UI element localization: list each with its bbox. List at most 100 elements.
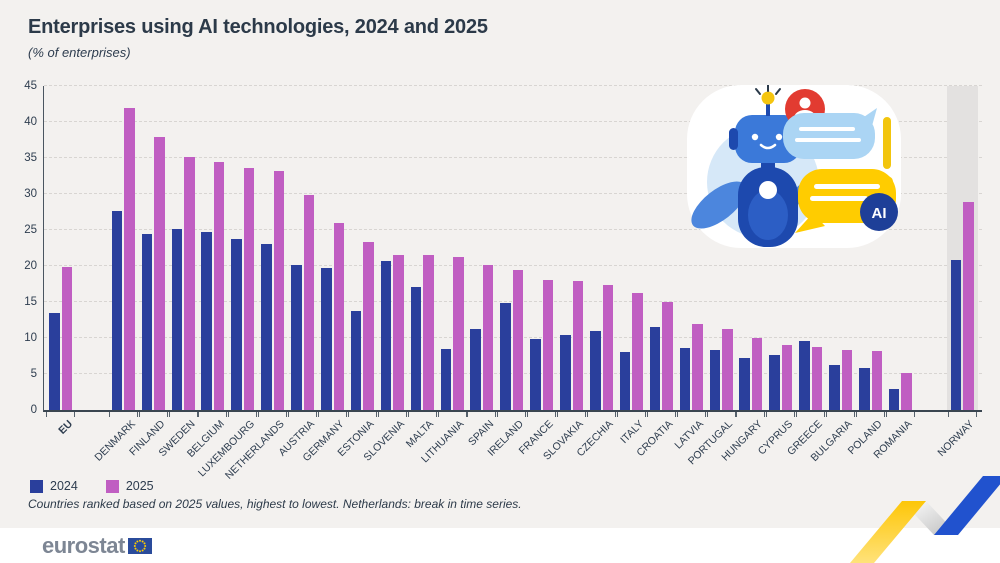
y-axis-tick-label-45: 45 [24, 79, 37, 92]
legend-item-2025: 2025 [105, 479, 154, 493]
x-axis-tick [407, 412, 409, 417]
bar-group-cyprus: CYPRUS [756, 86, 796, 457]
x-axis-tick [826, 412, 828, 417]
gridline-35 [44, 157, 982, 158]
x-axis-tick [585, 412, 587, 417]
x-axis-tick [286, 412, 288, 417]
y-axis-tick-label-5: 5 [30, 367, 37, 380]
plot-area: 0 5 10 15 20 25 30 35 40 45 EU DENMARK FINLAND SWEDEN… [24, 80, 982, 482]
bar-group-netherlands: NETHERLANDS [223, 86, 288, 482]
bar-2025-slovenia [393, 255, 404, 410]
bar-2024-finland [141, 234, 153, 410]
bar-2025-norway [963, 201, 974, 410]
x-axis-tick [796, 412, 798, 417]
bar-2025-romania [901, 373, 912, 410]
legend-label-2025: 2025 [125, 479, 154, 493]
bar-group-croatia: CROATIA [635, 86, 676, 459]
bar-2025-slovakia [572, 281, 584, 410]
x-axis-tick [884, 412, 886, 417]
bar-2025-austria [303, 194, 315, 410]
bar-2024-slovenia [380, 260, 392, 410]
bar-2025-belgium [213, 161, 225, 410]
bar-2025-denmark [124, 107, 135, 410]
x-axis-tick [734, 412, 736, 417]
bar-2024-hungary [739, 358, 750, 410]
bar-2024-luxembourg [231, 238, 242, 410]
bar-2024-italy [619, 352, 631, 410]
bar-group-estonia: ESTONIA [336, 86, 377, 459]
bar-group-norway: NORWAY [936, 86, 978, 459]
bar-2025-latvia [692, 323, 703, 410]
bar-2024-sweden [171, 229, 183, 410]
bar-group-malta: MALTA [404, 86, 437, 450]
legend-item-2024: 2024 [30, 479, 78, 493]
gridline-20 [44, 265, 982, 266]
legend-swatch-2025 [105, 479, 119, 493]
bar-2025-germany [333, 222, 345, 410]
bar-group-ireland: IRELAND [485, 86, 527, 459]
bar-2024-eu [49, 312, 60, 410]
bar-2024-poland [859, 368, 870, 410]
bar-group-poland: POLAND [846, 86, 886, 457]
x-axis-tick [947, 412, 949, 417]
x-axis-tick [226, 412, 228, 417]
bar-2025-malta [423, 255, 434, 410]
bar-group-france: FRANCE [517, 86, 557, 457]
bar-2024-france [530, 339, 541, 410]
x-axis-tick [377, 412, 379, 417]
bar-2024-spain [470, 329, 481, 410]
legend-label-2024: 2024 [50, 479, 78, 493]
bar-group-belgium: BELGIUM [185, 86, 228, 460]
bar-2024-netherlands [261, 243, 272, 410]
bar-2025-spain [482, 264, 494, 410]
x-axis-tick [615, 412, 617, 417]
bar-2025-portugal [722, 328, 733, 410]
bar-group-hungary: HUNGARY [720, 86, 766, 463]
x-axis-tick [256, 412, 258, 417]
x-axis-tick [766, 412, 768, 417]
x-axis-tick [435, 412, 437, 417]
x-axis-tick [674, 412, 676, 417]
x-axis-label-norway: NORWAY [935, 418, 977, 459]
x-axis-tick [495, 412, 497, 417]
gridline-45 [44, 85, 982, 86]
x-axis-tick [346, 412, 348, 417]
gridline-25 [44, 229, 982, 230]
x-axis-tick [437, 412, 439, 417]
y-axis-tick-label-30: 30 [24, 187, 37, 200]
bar-2025-finland [154, 137, 165, 410]
chart-footnote: Countries ranked based on 2025 values, h… [28, 497, 522, 511]
bar-2025-netherlands [273, 170, 285, 410]
bar-2025-poland [871, 350, 883, 410]
x-axis-tick [138, 412, 140, 417]
bar-2025-greece [811, 347, 823, 410]
bar-2025-bulgaria [841, 349, 853, 410]
footer-bar: eurostat [0, 528, 1000, 563]
x-axis-tick [644, 412, 646, 417]
x-axis-tick [557, 412, 559, 417]
bar-group-germany: GERMANY [301, 86, 348, 464]
bar-2025-hungary [751, 338, 763, 410]
gridline-30 [44, 193, 982, 194]
x-axis-tick [975, 412, 977, 417]
x-axis-tick [555, 412, 557, 417]
bar-2025-france [542, 280, 554, 410]
x-axis-tick [676, 412, 678, 417]
x-axis-tick [198, 412, 200, 417]
bar-2025-luxembourg [243, 168, 255, 410]
x-axis-tick [196, 412, 198, 417]
x-axis-label-denmark: DENMARK [91, 418, 138, 464]
bar-group-slovenia: SLOVENIA [361, 86, 407, 464]
bar-group-greece: GREECE [785, 86, 826, 458]
bar-2025-ireland [512, 269, 524, 410]
y-axis-tick-label-15: 15 [24, 295, 37, 308]
x-axis-tick [258, 412, 260, 417]
bar-2024-slovakia [560, 335, 571, 410]
bar-2025-cyprus [781, 345, 793, 410]
x-axis-tick [375, 412, 377, 417]
zigzag-blue-segment [934, 476, 1000, 535]
bar-group-latvia: LATVIA [672, 86, 706, 452]
bar-2024-bulgaria [829, 365, 840, 410]
x-axis-tick [527, 412, 529, 417]
